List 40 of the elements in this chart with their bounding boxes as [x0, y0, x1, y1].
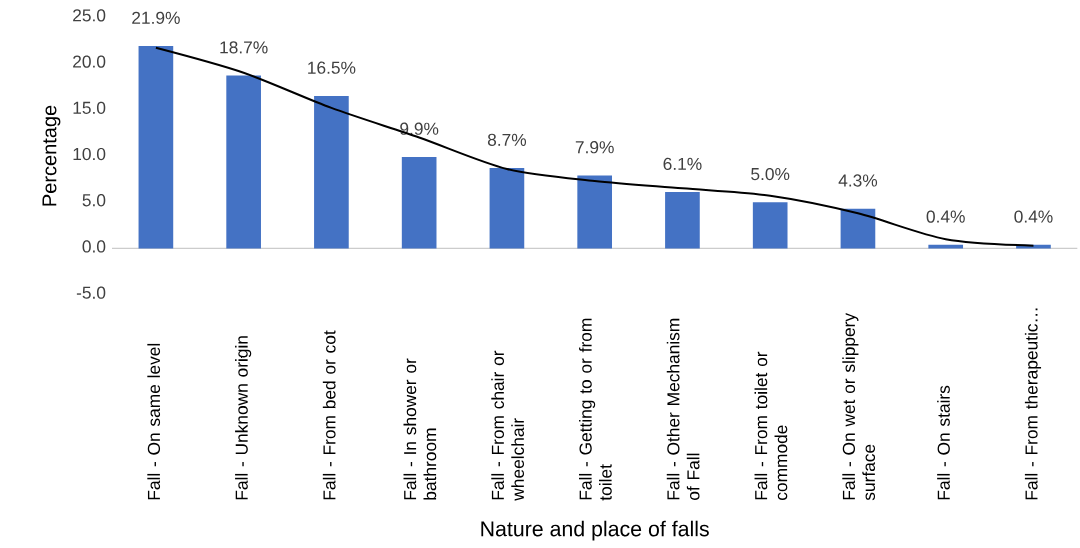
data-label: 21.9% [132, 11, 180, 24]
y-axis-title: Percentage [42, 105, 61, 206]
x-tick-label: Fall - From bed or cot [322, 330, 336, 500]
data-label: 9.9% [400, 122, 439, 135]
x-tick-label: Fall - From chair or wheelchair [491, 350, 524, 501]
y-tick-label: -5.0 [76, 286, 106, 299]
data-label: 5.0% [751, 167, 790, 181]
data-label: 6.1% [663, 157, 702, 170]
bar [138, 45, 174, 249]
bar [577, 175, 613, 249]
bar [489, 168, 525, 249]
data-label: 18.7% [220, 41, 268, 54]
y-tick-label: 25.0 [73, 9, 106, 22]
y-tick-label: 20.0 [73, 55, 106, 68]
x-tick-label: Fall - Getting to or from toilet [579, 318, 612, 501]
y-tick-label: 10.0 [73, 147, 106, 161]
x-tick-label: Fall - From toilet or commode [754, 351, 788, 500]
x-tick-label: Fall - On wet or slippery surface [842, 312, 876, 501]
bar [226, 75, 261, 249]
x-tick-label: Fall - Unknown origin [235, 336, 252, 500]
y-tick-label: 5.0 [82, 194, 106, 207]
bar [752, 202, 788, 249]
x-axis-title: Nature and place of falls [481, 520, 709, 541]
bar [665, 192, 700, 249]
y-tick-label: 0.0 [82, 240, 106, 253]
x-tick-label: Fall - On stairs [937, 385, 950, 500]
y-tick-label: 15.0 [73, 101, 106, 114]
bar [840, 208, 876, 249]
x-tick-label: Fall - From therapeutic… [1024, 308, 1042, 500]
data-label: 0.4% [1014, 210, 1053, 223]
data-label: 4.3% [838, 174, 878, 187]
bar [314, 95, 349, 249]
x-tick-label: Fall - Other Mechanism of Fall [666, 318, 700, 500]
data-label: 16.5% [308, 61, 356, 74]
data-label: 7.9% [575, 141, 614, 154]
x-tick-label: Fall - On same level [147, 343, 161, 500]
bar [401, 156, 437, 249]
x-tick-label: Fall - In shower or bathroom [403, 358, 437, 500]
data-label: 0.4% [926, 210, 965, 223]
data-label: 8.7% [487, 133, 527, 146]
